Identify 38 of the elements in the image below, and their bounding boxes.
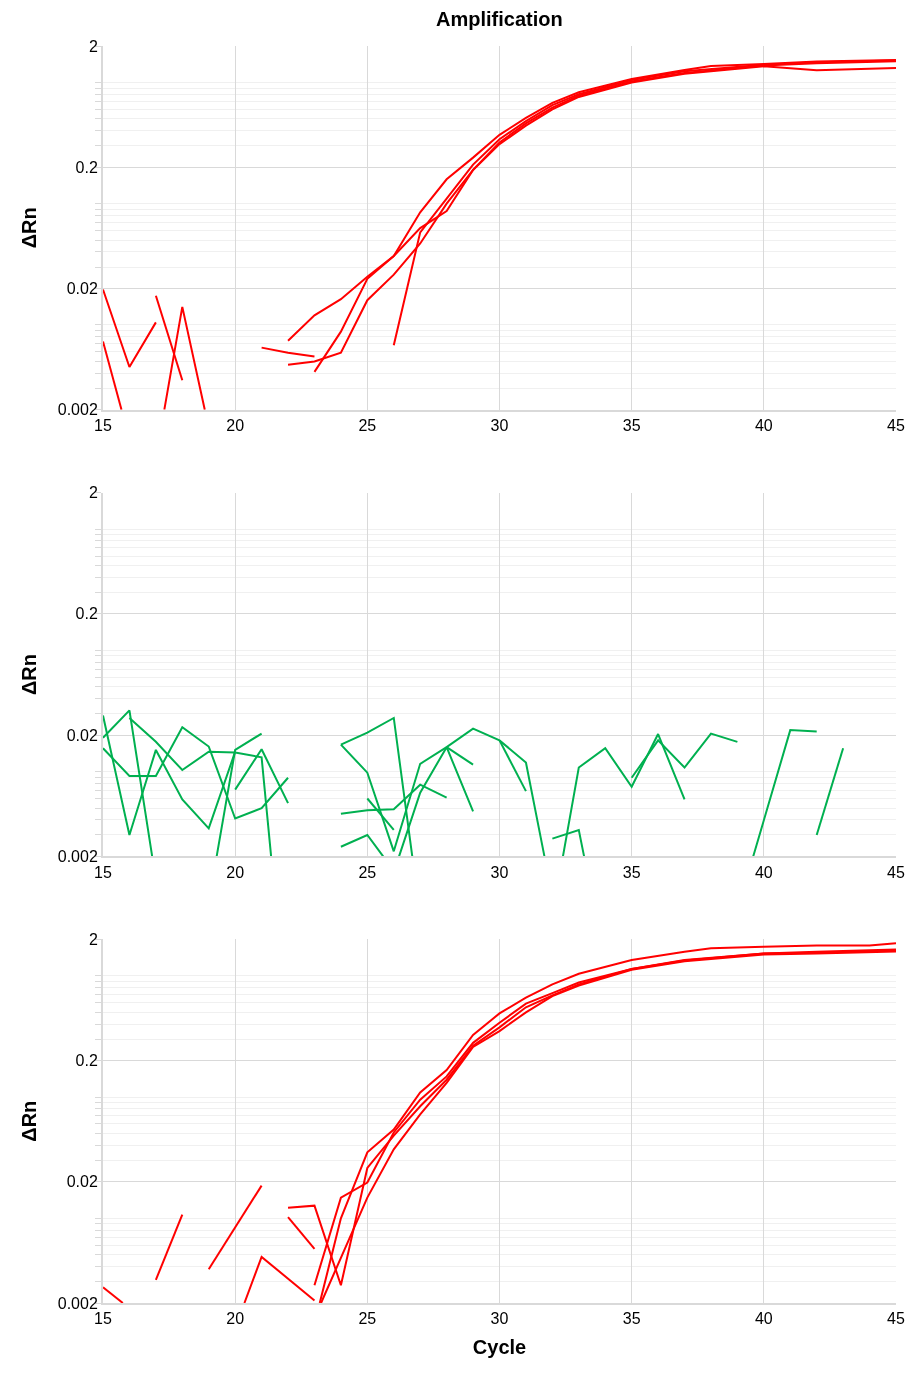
- y-tick-label: 0.002: [57, 1294, 98, 1312]
- x-tick-label: 45: [887, 863, 905, 881]
- y-tick-label: 0.2: [75, 158, 98, 176]
- x-tick-label: 30: [490, 1310, 509, 1328]
- y-axis-title: ΔRn: [17, 207, 40, 249]
- x-tick-label: 35: [622, 863, 641, 881]
- y-tick-label: 0.02: [66, 1173, 98, 1191]
- y-axis-title: ΔRn: [17, 1100, 40, 1142]
- x-tick-label: 25: [358, 1310, 377, 1328]
- x-tick-label: 15: [94, 863, 112, 881]
- x-tick-label: 20: [226, 1310, 245, 1328]
- x-tick-label: 30: [490, 863, 509, 881]
- y-tick-label: 0.002: [57, 401, 98, 419]
- x-tick-label: 25: [358, 416, 377, 434]
- x-tick-label: 35: [622, 416, 641, 434]
- y-tick-label: 2: [88, 930, 98, 948]
- x-tick-label: 45: [887, 1310, 905, 1328]
- x-tick-label: 45: [887, 416, 905, 434]
- x-axis-title: Cycle: [472, 1336, 527, 1359]
- x-tick-label: 35: [622, 1310, 641, 1328]
- y-tick-label: 0.2: [75, 1052, 98, 1070]
- x-tick-label: 40: [754, 1310, 773, 1328]
- y-tick-label: 2: [88, 484, 98, 502]
- y-tick-label: 0.2: [75, 605, 98, 623]
- x-tick-label: 20: [226, 416, 245, 434]
- x-tick-label: 40: [754, 416, 773, 434]
- y-tick-label: 0.02: [66, 726, 98, 744]
- x-tick-label: 15: [94, 416, 112, 434]
- x-tick-label: 40: [754, 863, 773, 881]
- x-tick-label: 25: [358, 863, 377, 881]
- x-tick-label: 30: [490, 416, 509, 434]
- y-axis-title: ΔRn: [17, 653, 40, 696]
- chart-title: Amplification: [436, 8, 563, 30]
- x-tick-label: 15: [94, 1310, 112, 1328]
- y-tick-label: 0.02: [66, 280, 98, 298]
- x-tick-label: 20: [226, 863, 245, 881]
- y-tick-label: 0.002: [57, 847, 98, 865]
- y-tick-label: 2: [88, 37, 98, 55]
